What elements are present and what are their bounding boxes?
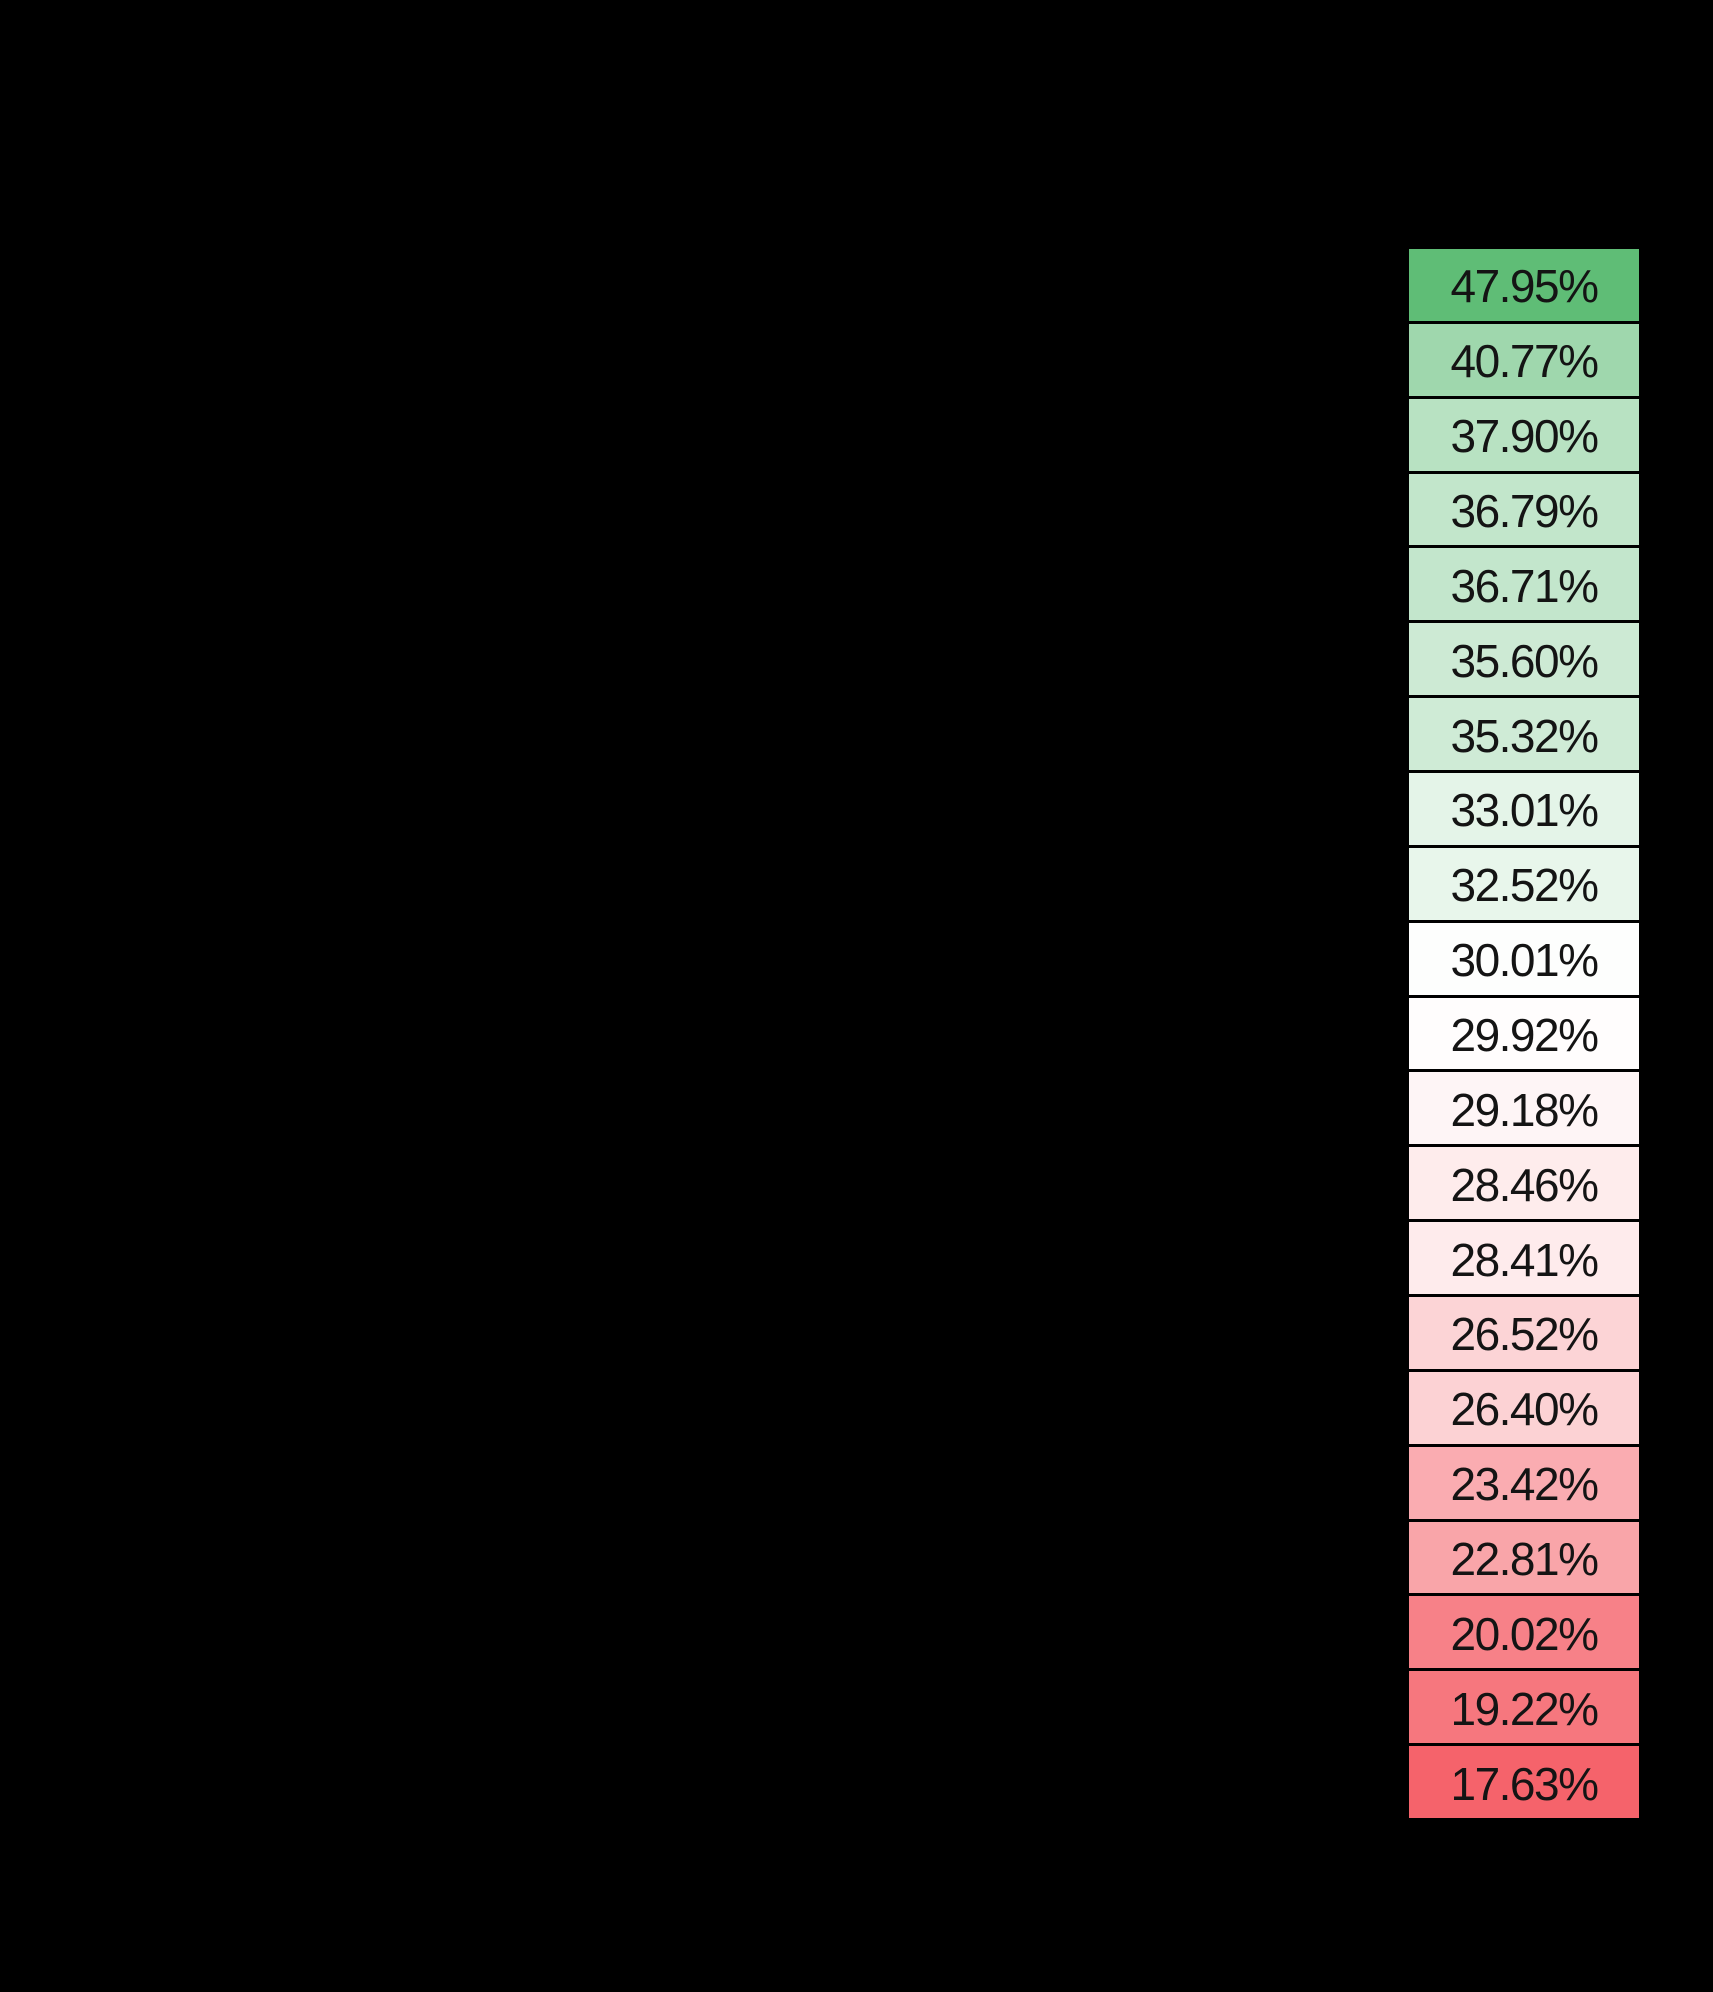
percent-heatmap-column: 47.95% 40.77% 37.90% 36.79% 36.71% 35.60% 35.3… — [1409, 249, 1639, 1819]
heatmap-cell: 29.92% — [1409, 997, 1639, 1070]
heatmap-cell-value: 35.32% — [1450, 709, 1599, 762]
heatmap-cell-value: 36.71% — [1450, 559, 1599, 612]
heatmap-cell: 17.63% — [1409, 1746, 1639, 1819]
heatmap-cell-value: 33.01% — [1450, 784, 1599, 837]
heatmap-cell: 40.77% — [1409, 323, 1639, 396]
heatmap-cell-value: 19.22% — [1450, 1682, 1599, 1735]
heatmap-cell: 26.40% — [1409, 1371, 1639, 1444]
heatmap-cell: 29.18% — [1409, 1072, 1639, 1145]
heatmap-cell-value: 35.60% — [1450, 634, 1599, 687]
heatmap-cell-value: 23.42% — [1450, 1458, 1599, 1511]
heatmap-cell: 35.60% — [1409, 623, 1639, 696]
heatmap-cell: 20.02% — [1409, 1596, 1639, 1669]
heatmap-cell: 47.95% — [1409, 249, 1639, 321]
heatmap-cell: 37.90% — [1409, 398, 1639, 471]
heatmap-cell-value: 20.02% — [1450, 1607, 1599, 1660]
heatmap-cell-value: 36.79% — [1450, 485, 1599, 537]
heatmap-cell-value: 30.01% — [1450, 934, 1599, 987]
heatmap-cell: 22.81% — [1409, 1521, 1639, 1594]
heatmap-cell: 35.32% — [1409, 698, 1639, 771]
heatmap-cell: 28.41% — [1409, 1222, 1639, 1295]
heatmap-cell: 28.46% — [1409, 1147, 1639, 1220]
heatmap-cell: 19.22% — [1409, 1671, 1639, 1744]
heatmap-cell-value: 26.52% — [1450, 1308, 1599, 1361]
heatmap-cell: 26.52% — [1409, 1297, 1639, 1369]
heatmap-cell-value: 29.92% — [1450, 1009, 1599, 1062]
heatmap-cell-value: 29.18% — [1450, 1083, 1599, 1136]
heatmap-cell-value: 26.40% — [1450, 1383, 1599, 1436]
heatmap-cell-value: 47.95% — [1450, 260, 1599, 313]
heatmap-cell-value: 37.90% — [1450, 410, 1599, 463]
heatmap-cell: 23.42% — [1409, 1446, 1639, 1519]
heatmap-cell-value: 28.46% — [1450, 1158, 1599, 1211]
heatmap-cell: 36.79% — [1409, 473, 1639, 546]
heatmap-cell: 36.71% — [1409, 548, 1639, 621]
heatmap-cell-value: 40.77% — [1450, 335, 1599, 388]
heatmap-cell: 32.52% — [1409, 847, 1639, 920]
heatmap-cell-value: 17.63% — [1450, 1757, 1599, 1810]
heatmap-cell-value: 22.81% — [1450, 1533, 1599, 1586]
heatmap-cell: 33.01% — [1409, 773, 1639, 845]
heatmap-cell: 30.01% — [1409, 922, 1639, 995]
heatmap-cell-value: 28.41% — [1450, 1233, 1599, 1286]
heatmap-cell-value: 32.52% — [1450, 859, 1599, 912]
